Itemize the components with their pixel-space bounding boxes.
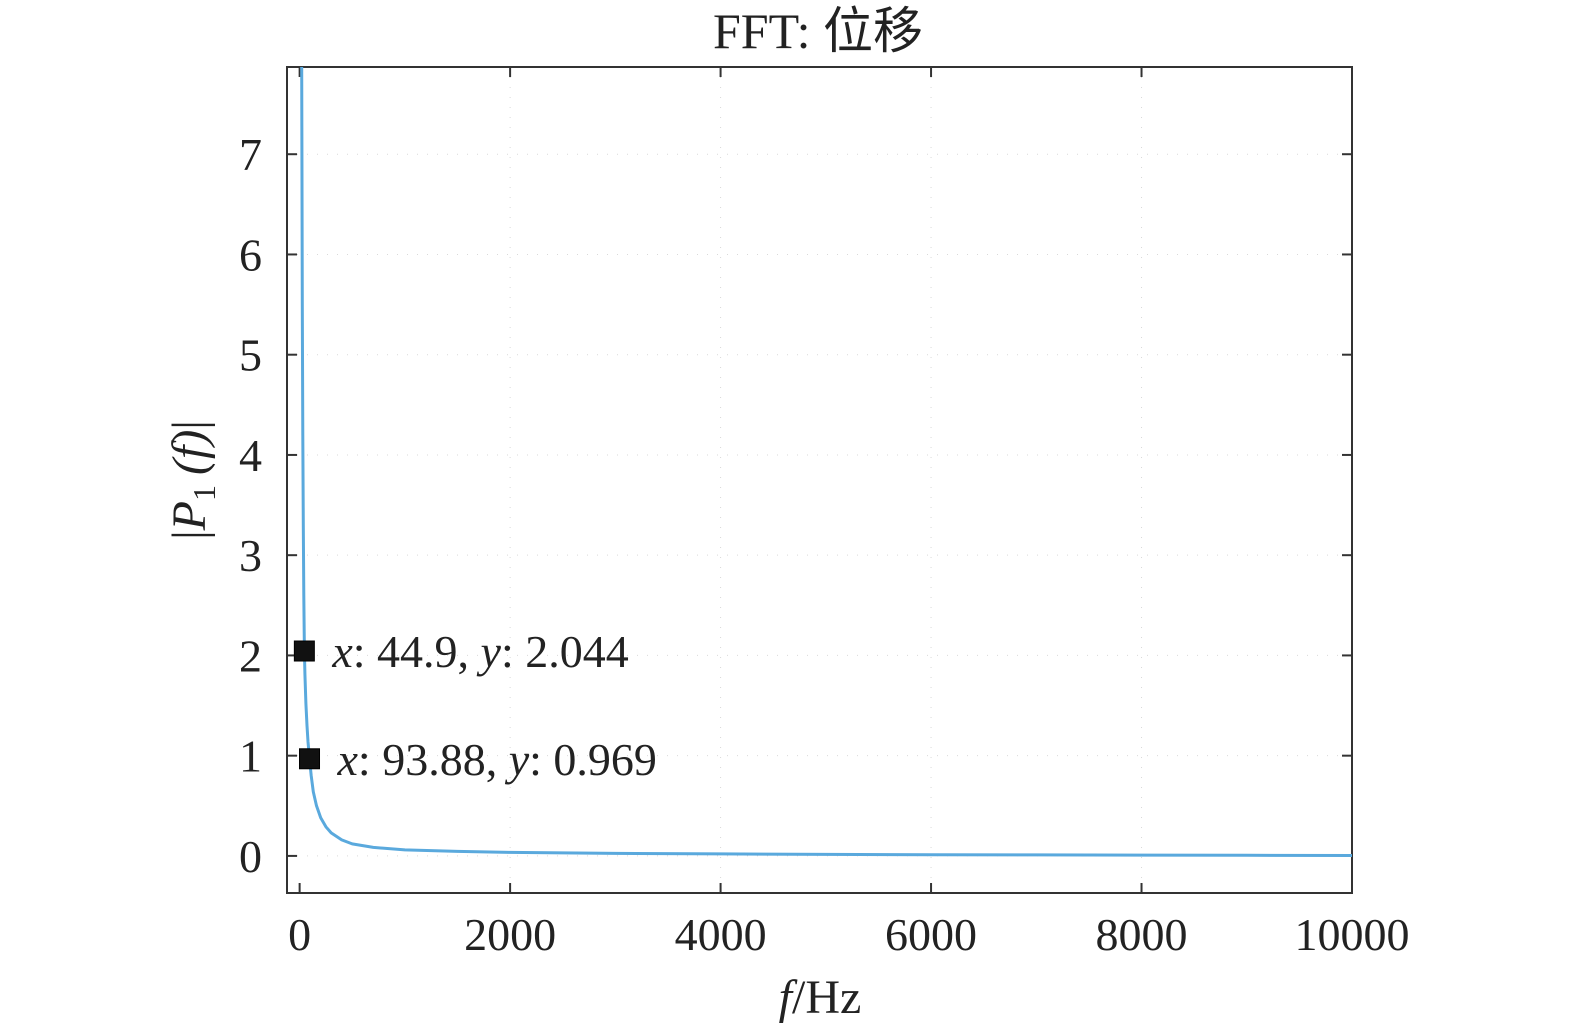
x-axis-label: f/Hz xyxy=(779,971,862,1024)
axis-ticks: 0 2000 4000 6000 8000 10000 0 1 2 3 4 5 6 7 xyxy=(239,67,1410,960)
plot-frame xyxy=(286,66,1353,894)
chart-title: FFT: 位移 xyxy=(713,3,923,59)
y-tick-label: 2 xyxy=(239,630,262,681)
x-tick-label: 2000 xyxy=(464,909,556,960)
y-axis-bar-left: | xyxy=(163,530,216,540)
x-axis-unit: /Hz xyxy=(792,971,861,1024)
y-axis-var: P xyxy=(163,501,216,531)
y-tick-label: 5 xyxy=(239,330,262,381)
datatip-label: x: 44.9, y: 2.044 xyxy=(331,626,628,677)
datatip-marker xyxy=(293,640,315,662)
datatip-marker xyxy=(299,748,321,770)
y-axis-bar-right: | xyxy=(163,420,216,430)
y-tick-label: 3 xyxy=(239,530,262,581)
y-tick-label: 7 xyxy=(239,129,262,180)
y-tick-label: 6 xyxy=(239,229,262,280)
datatip-label: x: 93.88, y: 0.969 xyxy=(337,734,657,785)
y-tick-label: 0 xyxy=(239,831,262,882)
y-axis-arg: (f) xyxy=(163,430,216,475)
y-tick-label: 1 xyxy=(239,731,262,782)
x-tick-label: 10000 xyxy=(1295,909,1410,960)
x-tick-label: 6000 xyxy=(885,909,977,960)
x-tick-label: 0 xyxy=(288,909,311,960)
y-axis-sub: 1 xyxy=(186,485,222,501)
y-tick-label: 4 xyxy=(239,430,262,481)
y-axis-label: |P1(f)| xyxy=(163,420,222,540)
annotations-layer: x: 44.9, y: 2.044 x: 93.88, y: 0.969 xyxy=(293,626,657,785)
x-tick-label: 4000 xyxy=(675,909,767,960)
x-tick-label: 8000 xyxy=(1096,909,1188,960)
